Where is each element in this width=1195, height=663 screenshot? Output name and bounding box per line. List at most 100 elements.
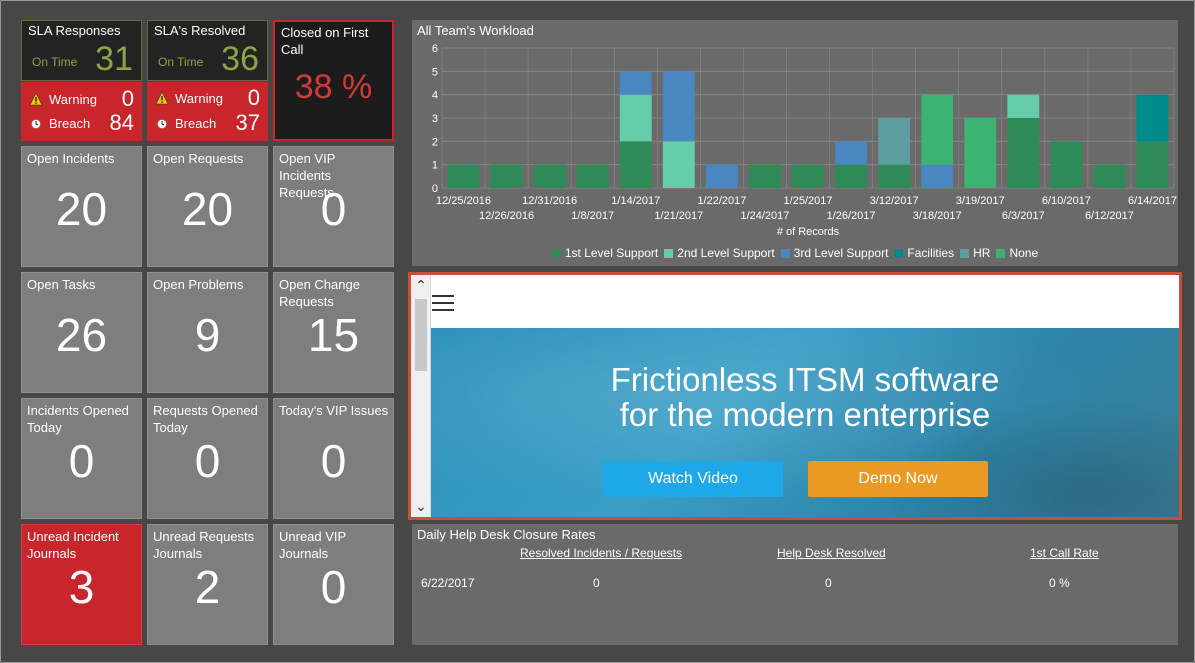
- x-tick-label: 3/19/2017: [956, 195, 1005, 207]
- y-tick-label: 0: [432, 183, 438, 195]
- bar-segment[interactable]: [878, 164, 911, 188]
- watch-video-button[interactable]: Watch Video: [603, 461, 783, 497]
- legend-label: 2nd Level Support: [677, 246, 775, 260]
- sla-responses-breach-label: Breach: [49, 115, 91, 131]
- closure-title: Daily Help Desk Closure Rates: [417, 527, 596, 542]
- sla-responses-title: SLA Responses: [28, 23, 121, 38]
- sla-resolved-warning-label: Warning: [175, 90, 223, 106]
- tile-title: Open Requests: [153, 151, 244, 166]
- legend-label: Facilities: [907, 246, 955, 260]
- bar-segment[interactable]: [662, 141, 695, 188]
- bar-segment[interactable]: [749, 164, 781, 188]
- legend-item[interactable]: 3rd Level Support: [780, 246, 888, 260]
- scroll-down-icon[interactable]: ⌄: [415, 498, 427, 514]
- tile-unread-vip-journals[interactable]: Unread VIP Journals 0: [273, 524, 394, 645]
- bar-segment[interactable]: [662, 71, 695, 142]
- tile-requests-opened-today[interactable]: Requests Opened Today 0: [147, 398, 268, 519]
- sla-responses-tile[interactable]: SLA Responses On Time 31: [21, 20, 142, 81]
- legend-label: None: [1009, 246, 1039, 260]
- closure-header-rate[interactable]: 1st Call Rate: [1030, 546, 1099, 560]
- tile-open-vip-incidents[interactable]: Open VIP Incidents Requests 0: [273, 146, 394, 267]
- tile-title: Open VIP Incidents Requests: [279, 151, 336, 200]
- bar-segment[interactable]: [1007, 94, 1040, 118]
- bar-segment[interactable]: [921, 94, 954, 165]
- banner-headline: Frictionless ITSM software for the moder…: [431, 362, 1179, 432]
- bar-segment[interactable]: [619, 71, 652, 95]
- bar-segment[interactable]: [792, 164, 824, 188]
- tile-incidents-opened-today[interactable]: Incidents Opened Today 0: [21, 398, 142, 519]
- tile-open-change-requests[interactable]: Open Change Requests 15: [273, 272, 394, 393]
- tile-title: Open Problems: [153, 277, 244, 292]
- tile-open-requests[interactable]: Open Requests 20: [147, 146, 268, 267]
- tile-open-tasks[interactable]: Open Tasks 26: [21, 272, 142, 393]
- hamburger-menu-icon[interactable]: [432, 295, 454, 311]
- sla-resolved-title: SLA's Resolved: [154, 23, 246, 38]
- closure-header-helpdesk[interactable]: Help Desk Resolved: [777, 546, 886, 560]
- x-tick-label: 3/18/2017: [913, 210, 962, 222]
- bar-segment[interactable]: [533, 164, 566, 188]
- bar-segment[interactable]: [921, 164, 954, 188]
- y-tick-label: 6: [432, 43, 438, 55]
- workload-title: All Team's Workload: [417, 23, 534, 38]
- y-tick-label: 5: [432, 66, 438, 78]
- bar-segment[interactable]: [1136, 94, 1169, 142]
- promo-banner: Frictionless ITSM software for the moder…: [408, 272, 1182, 520]
- legend-item[interactable]: 2nd Level Support: [664, 246, 775, 260]
- first-call-tile[interactable]: Closed on First Call 38 %: [273, 20, 394, 141]
- legend-swatch: [664, 248, 674, 258]
- bar-segment[interactable]: [1136, 141, 1169, 188]
- warning-icon: [29, 92, 43, 106]
- bar-segment[interactable]: [1093, 164, 1126, 188]
- x-tick-label: 6/12/2017: [1085, 210, 1134, 222]
- legend-item[interactable]: Facilities: [894, 246, 954, 260]
- alarm-clock-icon: [156, 118, 168, 130]
- closure-helpdesk-value: 0: [825, 576, 832, 590]
- bar-segment[interactable]: [1050, 141, 1083, 188]
- bar-segment[interactable]: [1007, 118, 1040, 188]
- tile-open-incidents[interactable]: Open Incidents 20: [21, 146, 142, 267]
- sla-resolved-tile[interactable]: SLA's Resolved On Time 36: [147, 20, 268, 81]
- x-tick-label: 1/25/2017: [784, 195, 833, 207]
- tile-value: 0: [320, 561, 347, 613]
- bar-segment[interactable]: [964, 118, 997, 188]
- y-tick-label: 4: [432, 90, 438, 102]
- bar-segment[interactable]: [576, 164, 609, 188]
- banner-scrollbar[interactable]: ⌃ ⌄: [411, 275, 431, 517]
- bar-segment[interactable]: [490, 164, 523, 188]
- tile-title: Requests Opened Today: [153, 403, 258, 435]
- bar-segment[interactable]: [619, 94, 652, 142]
- y-tick-label: 3: [432, 113, 438, 125]
- tile-value: 20: [181, 183, 234, 235]
- scroll-up-icon[interactable]: ⌃: [415, 277, 427, 293]
- tile-value: 9: [194, 309, 221, 361]
- banner-header: [411, 275, 1179, 328]
- tile-unread-incident-journals[interactable]: Unread Incident Journals 3: [21, 524, 142, 645]
- closure-panel: Daily Help Desk Closure Rates Resolved I…: [412, 524, 1178, 645]
- legend-item[interactable]: 1st Level Support: [551, 246, 658, 260]
- closure-header-resolved[interactable]: Resolved Incidents / Requests: [520, 546, 683, 560]
- bar-segment[interactable]: [835, 164, 867, 188]
- sla-resolved-alerts[interactable]: Warning 0 Breach 37: [147, 82, 268, 141]
- tile-todays-vip-issues[interactable]: Today's VIP Issues 0: [273, 398, 394, 519]
- legend-swatch: [996, 248, 1006, 258]
- sla-responses-alerts[interactable]: Warning 0 Breach 84: [21, 82, 142, 141]
- tile-open-problems[interactable]: Open Problems 9: [147, 272, 268, 393]
- scrollbar-thumb[interactable]: [415, 299, 427, 371]
- tile-title: Open Incidents: [27, 151, 115, 166]
- tile-title: Unread Incident Journals: [27, 529, 119, 561]
- legend-item[interactable]: HR: [960, 246, 990, 260]
- bar-segment[interactable]: [835, 141, 867, 165]
- tile-value: 0: [320, 183, 347, 235]
- bar-segment[interactable]: [878, 118, 911, 165]
- legend-swatch: [551, 248, 561, 258]
- bar-segment[interactable]: [447, 164, 480, 188]
- bar-segment[interactable]: [619, 141, 652, 188]
- tile-title: Open Change Requests: [279, 277, 360, 309]
- tile-unread-requests-journals[interactable]: Unread Requests Journals 2: [147, 524, 268, 645]
- demo-now-button[interactable]: Demo Now: [808, 461, 988, 497]
- bar-segment[interactable]: [705, 164, 738, 188]
- tile-value: 2: [194, 561, 221, 613]
- sla-resolved-breach-label: Breach: [175, 115, 217, 131]
- legend-item[interactable]: None: [996, 246, 1038, 260]
